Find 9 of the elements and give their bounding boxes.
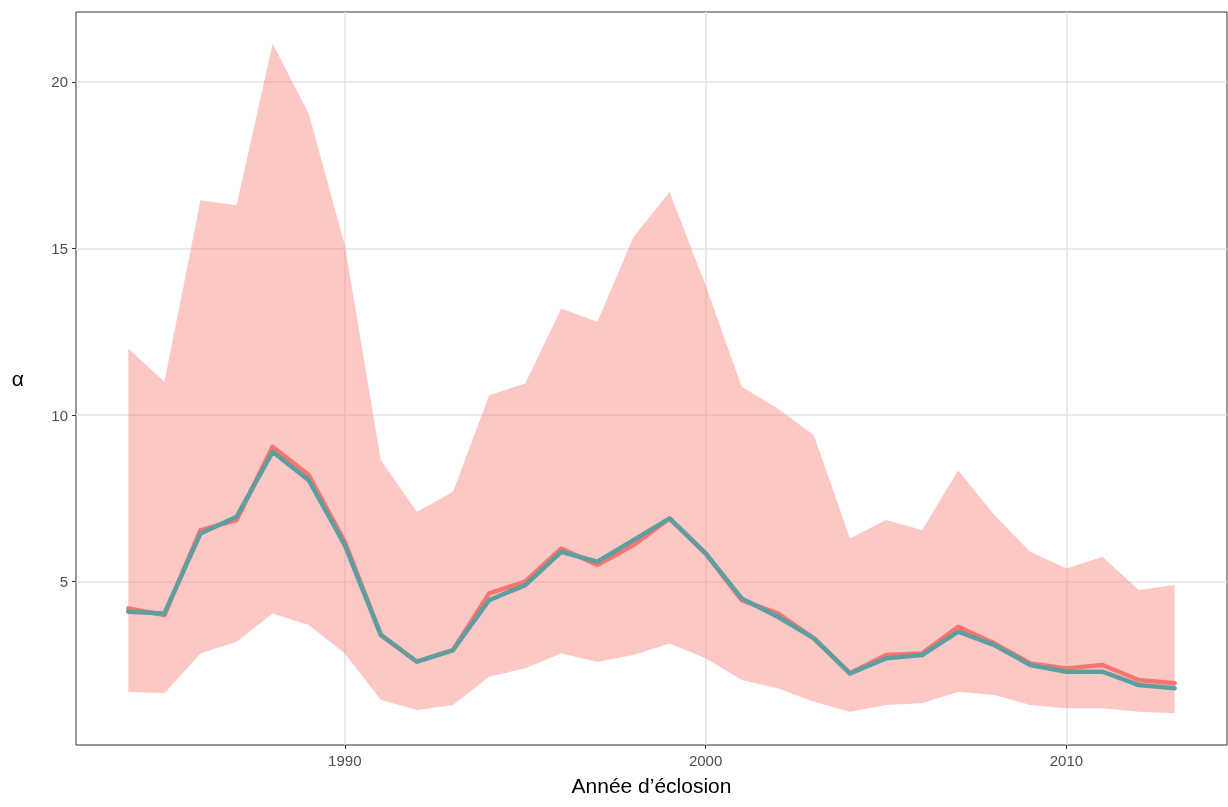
x-tick-label: 1990 — [328, 752, 362, 769]
x-tick-label: 2010 — [1049, 752, 1084, 769]
x-tick-label: 2000 — [688, 752, 723, 769]
y-tick-label: 5 — [59, 573, 68, 591]
y-axis-title: α — [11, 367, 24, 390]
x-axis-title: Année d’éclosion — [571, 774, 732, 797]
y-tick-label: 10 — [51, 406, 68, 424]
y-tick-label: 20 — [51, 73, 68, 91]
y-tick-label: 15 — [51, 240, 68, 258]
